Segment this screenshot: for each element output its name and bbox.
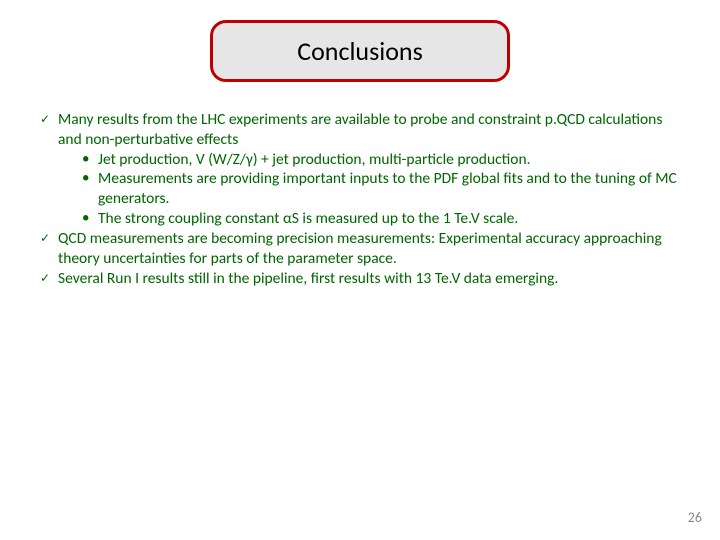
list-item: ✓ QCD measurements are becoming precisio…	[40, 229, 680, 269]
sub-item-text: The strong coupling constant αS is measu…	[98, 209, 680, 229]
check-icon: ✓	[40, 229, 58, 269]
sub-item-text: Jet production, V (W/Z/γ) + jet producti…	[98, 150, 680, 170]
check-icon: ✓	[40, 110, 58, 229]
check-icon: ✓	[40, 269, 58, 289]
list-item: ✓ Several Run I results still in the pip…	[40, 269, 680, 289]
content-area: ✓ Many results from the LHC experiments …	[40, 110, 680, 288]
list-item-text: QCD measurements are becoming precision …	[58, 229, 680, 269]
sub-list: • Jet production, V (W/Z/γ) + jet produc…	[82, 150, 680, 229]
sub-item: • The strong coupling constant αS is mea…	[82, 209, 680, 229]
list-item-text: Several Run I results still in the pipel…	[58, 269, 680, 289]
bullet-icon: •	[82, 150, 98, 170]
slide: Conclusions ✓ Many results from the LHC …	[0, 0, 720, 540]
list-item: ✓ Many results from the LHC experiments …	[40, 110, 680, 229]
sub-item: • Measurements are providing important i…	[82, 169, 680, 209]
sub-item: • Jet production, V (W/Z/γ) + jet produc…	[82, 150, 680, 170]
bullet-icon: •	[82, 169, 98, 209]
title-box: Conclusions	[210, 20, 510, 82]
list-item-body: Many results from the LHC experiments ar…	[58, 110, 680, 229]
list-item-text: Many results from the LHC experiments ar…	[58, 110, 662, 149]
slide-title: Conclusions	[213, 35, 507, 67]
bullet-icon: •	[82, 209, 98, 229]
sub-item-text: Measurements are providing important inp…	[98, 169, 680, 209]
page-number: 26	[688, 509, 702, 526]
